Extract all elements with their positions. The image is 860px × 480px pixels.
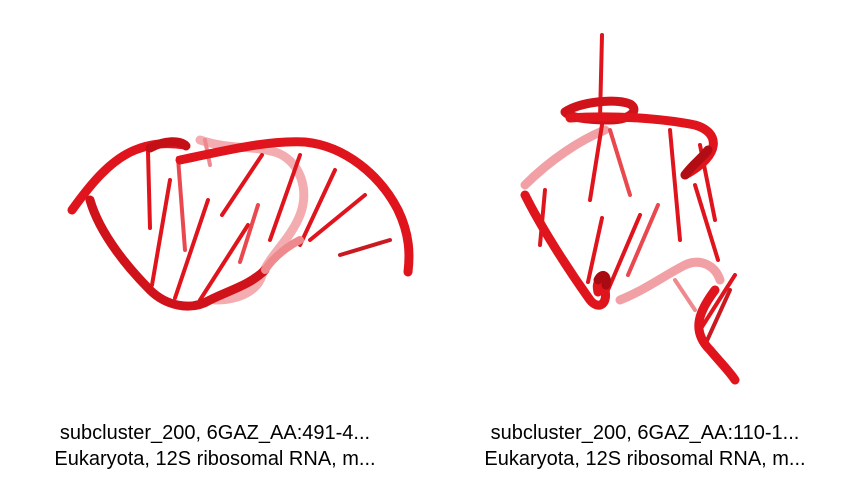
caption-line-1: subcluster_200, 6GAZ_AA:110-1... [490, 422, 800, 444]
structure-panel-1: subcluster_200, 6GAZ_AA:491-4... Eukaryo… [0, 135, 430, 472]
caption-line-2: Eukaryota, 12S ribosomal RNA, m... [54, 448, 376, 470]
structure-caption-1: subcluster_200, 6GAZ_AA:491-4... Eukaryo… [0, 420, 430, 472]
rna-structure-image-2 [520, 33, 740, 385]
rna-structure-image-1 [67, 135, 414, 311]
structure-caption-2: subcluster_200, 6GAZ_AA:110-1... Eukaryo… [430, 420, 860, 472]
caption-line-1: subcluster_200, 6GAZ_AA:491-4... [59, 422, 371, 444]
structure-panel-2: subcluster_200, 6GAZ_AA:110-1... Eukaryo… [430, 0, 860, 480]
caption-line-2: Eukaryota, 12S ribosomal RNA, m... [484, 448, 806, 470]
